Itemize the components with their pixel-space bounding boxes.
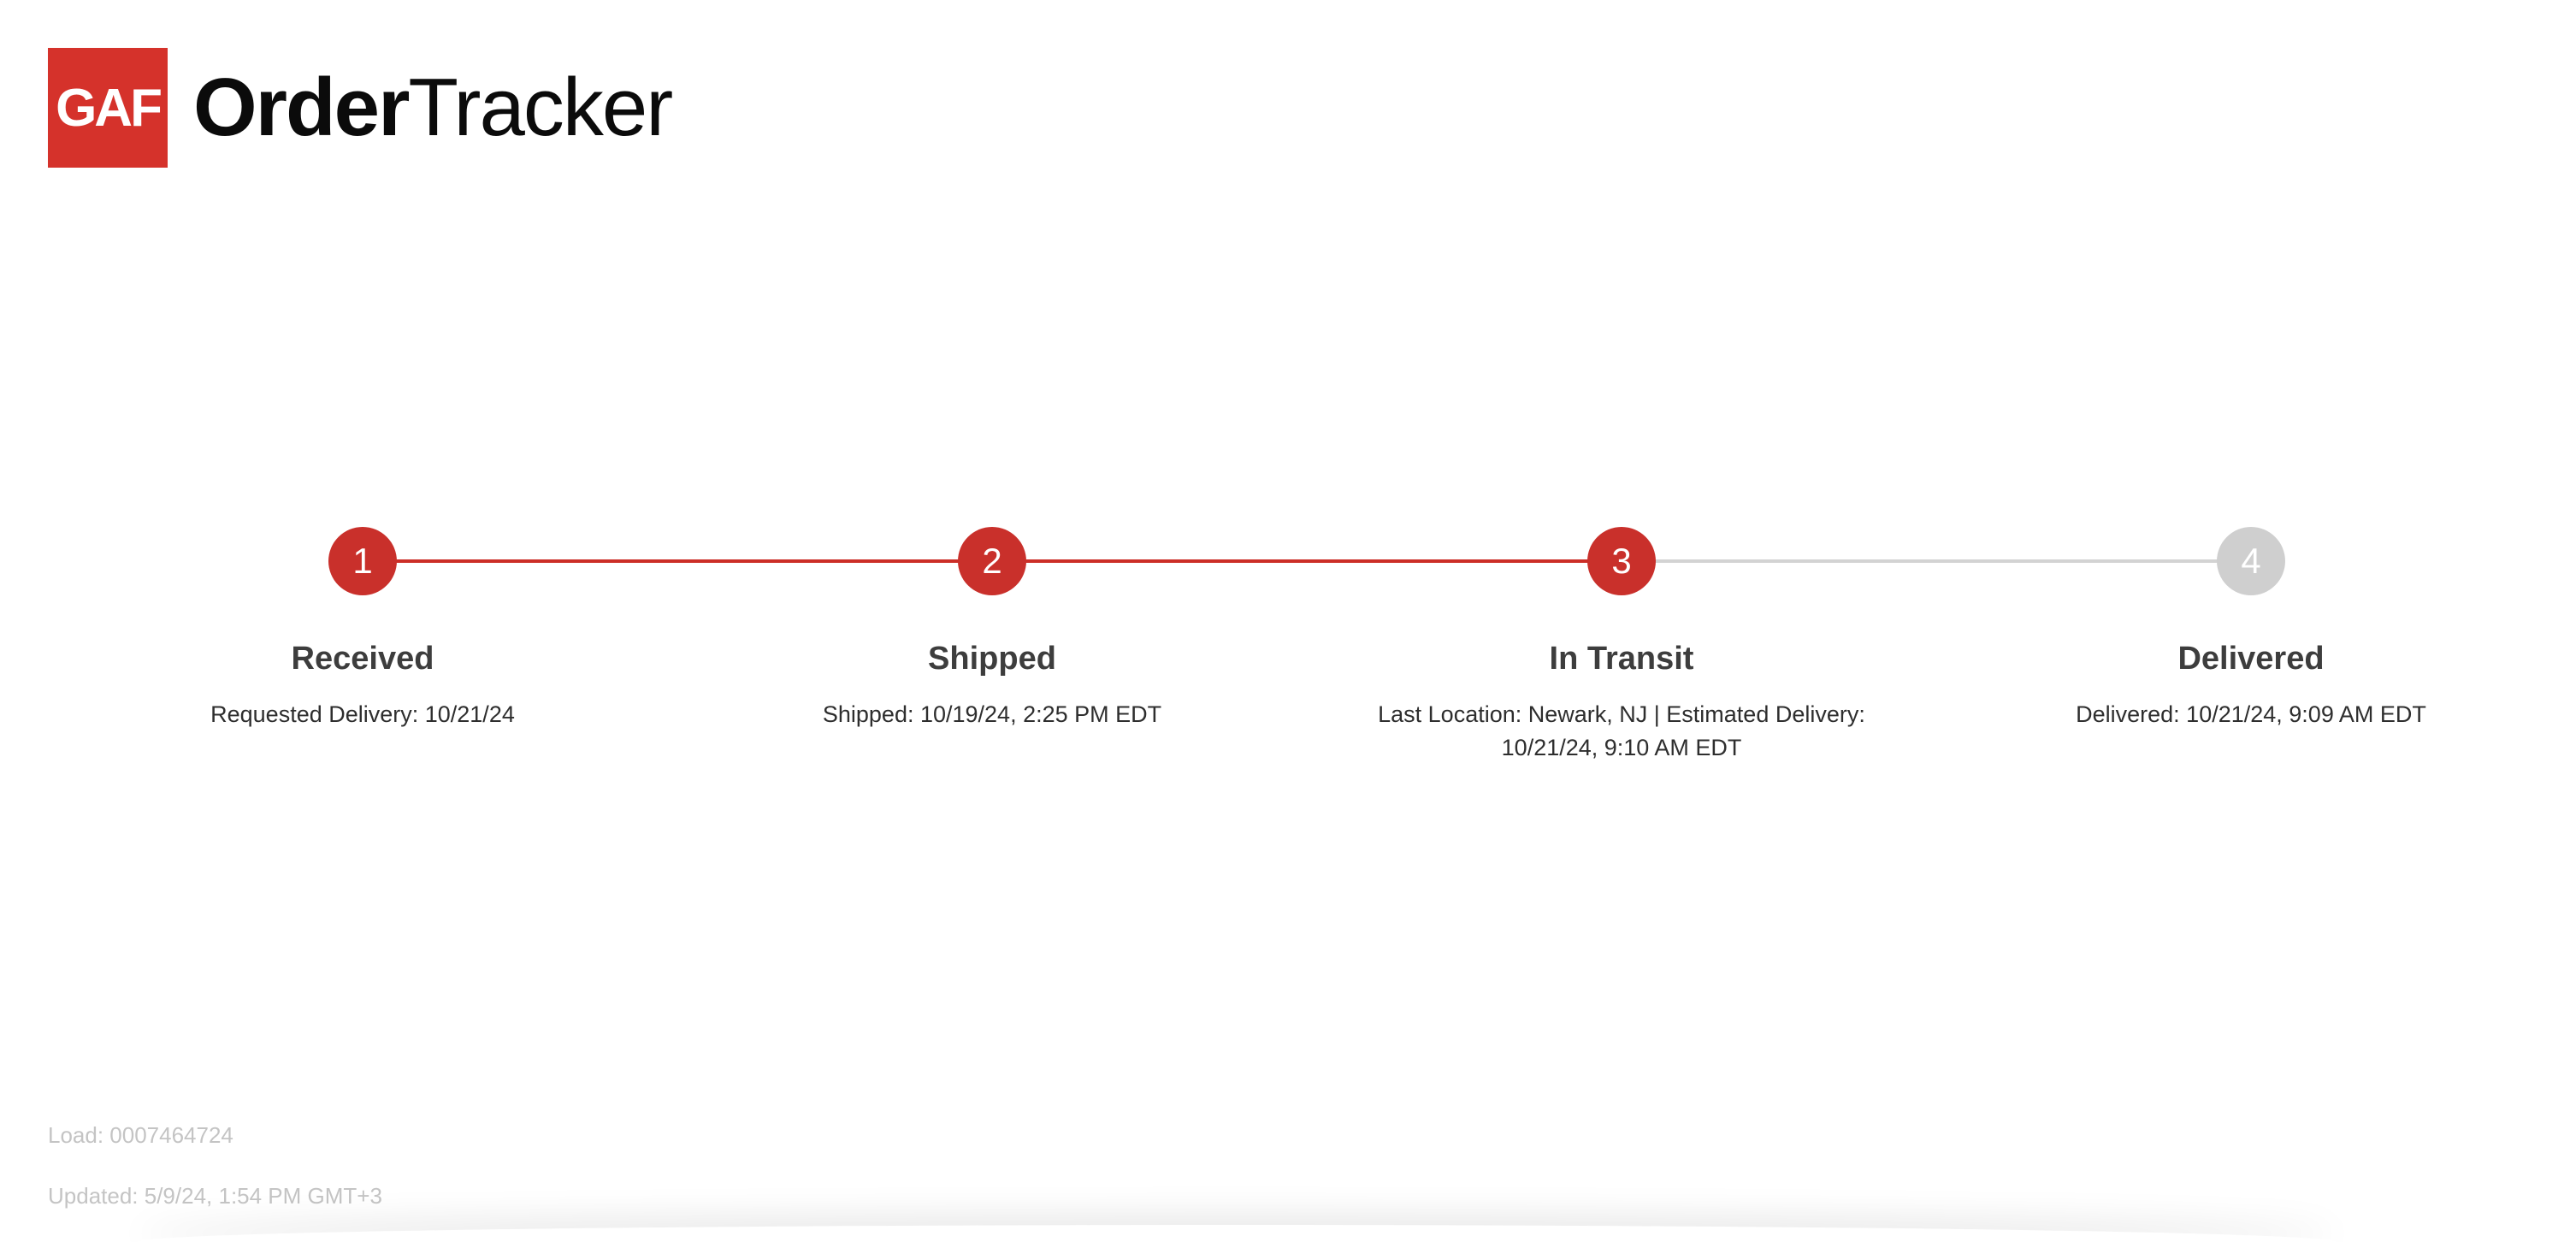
- step-2-number: 2: [982, 541, 1002, 581]
- step-delivered: 4 Delivered Delivered: 10/21/24, 9:09 AM…: [1952, 527, 2550, 731]
- step-3-detail: Last Location: Newark, NJ | Estimated De…: [1378, 701, 1865, 760]
- app-header: GAF Order Tracker: [48, 48, 673, 168]
- step-1-number: 1: [352, 541, 373, 581]
- step-received: 1 Received Requested Delivery: 10/21/24: [63, 527, 662, 731]
- app-title: Order Tracker: [193, 62, 673, 153]
- load-number: Load: 0007464724: [48, 1122, 233, 1148]
- logo-text: GAF: [56, 78, 162, 138]
- app-title-bold: Order: [193, 62, 410, 153]
- step-4-number: 4: [2241, 541, 2261, 581]
- step-2-circle: 2: [958, 527, 1026, 595]
- step-4-title: Delivered: [2177, 641, 2325, 677]
- track-segment-3-4: [1622, 559, 2251, 563]
- step-4-circle: 4: [2217, 527, 2285, 595]
- track-segment-2-3: [992, 559, 1622, 563]
- step-1-circle: 1: [328, 527, 397, 595]
- step-in-transit: 3 In Transit Last Location: Newark, NJ |…: [1322, 527, 1921, 765]
- gaf-logo: GAF: [48, 48, 168, 168]
- step-2-title: Shipped: [928, 641, 1056, 677]
- step-1-title: Received: [291, 641, 434, 677]
- step-3-number: 3: [1611, 541, 1632, 581]
- step-3-circle: 3: [1587, 527, 1656, 595]
- updated-timestamp: Updated: 5/9/24, 1:54 PM GMT+3: [48, 1183, 382, 1209]
- step-shipped: 2 Shipped Shipped: 10/19/24, 2:25 PM EDT: [693, 527, 1291, 731]
- step-4-detail: Delivered: 10/21/24, 9:09 AM EDT: [2076, 701, 2426, 727]
- step-3-title: In Transit: [1549, 641, 1694, 677]
- track-segment-1-2: [363, 559, 992, 563]
- step-1-detail: Requested Delivery: 10/21/24: [210, 701, 515, 727]
- step-2-detail: Shipped: 10/19/24, 2:25 PM EDT: [822, 701, 1162, 727]
- app-title-light: Tracker: [408, 62, 673, 153]
